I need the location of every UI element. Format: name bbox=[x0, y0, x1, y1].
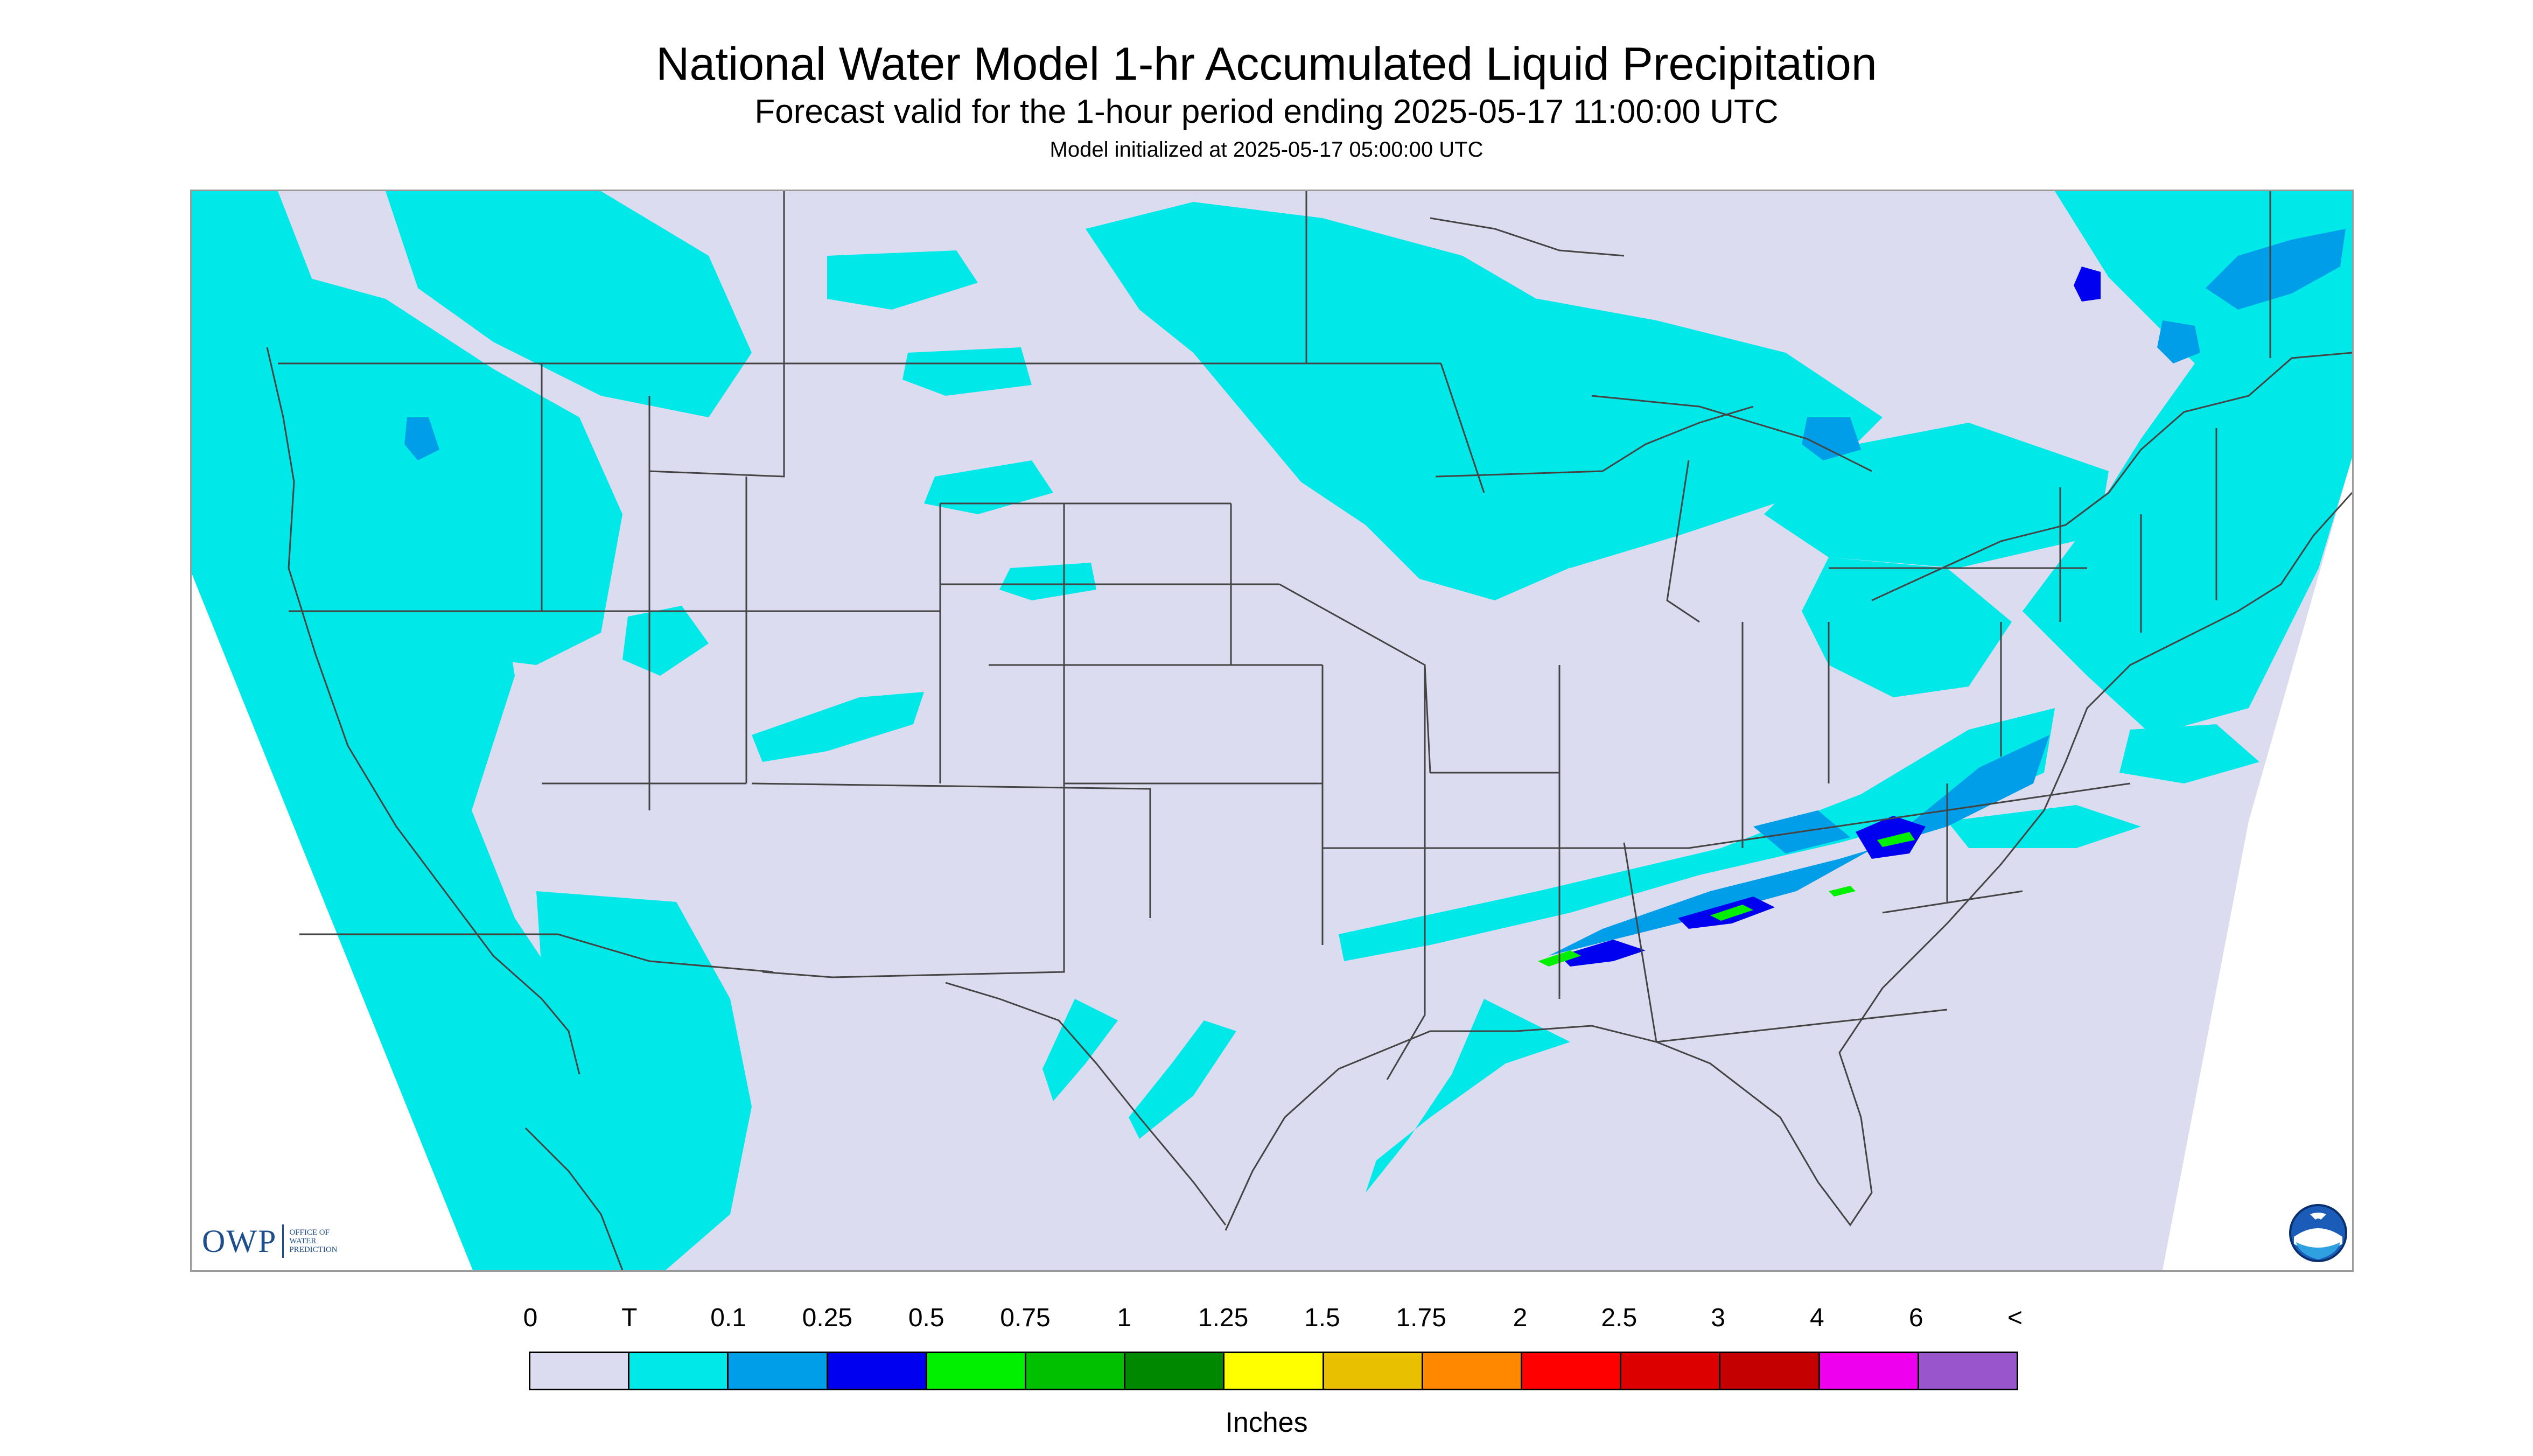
owp-sub-line: WATER bbox=[289, 1237, 317, 1245]
coastline bbox=[266, 347, 2352, 1270]
owp-sub-line: PREDICTION bbox=[289, 1245, 338, 1254]
model-init-text: Model initialized at 2025-05-17 05:00:00… bbox=[1049, 138, 1484, 162]
owp-sub-line: OFFICE OF bbox=[289, 1228, 330, 1237]
colorbar-swatch bbox=[1423, 1353, 1523, 1389]
colorbar-swatch bbox=[1621, 1353, 1721, 1389]
owp-logo-text: OWP bbox=[202, 1223, 277, 1259]
owp-logo-divider bbox=[282, 1224, 284, 1258]
map-title: National Water Model 1-hr Accumulated Li… bbox=[656, 38, 1877, 90]
colorbar-swatch bbox=[1324, 1353, 1423, 1389]
colorbar-swatch bbox=[530, 1353, 630, 1389]
colorbar-tick-label: 0.5 bbox=[908, 1304, 944, 1332]
colorbar-swatch bbox=[1026, 1353, 1126, 1389]
colorbar-units: Inches bbox=[1225, 1407, 1308, 1438]
colorbar-swatch bbox=[1522, 1353, 1622, 1389]
colorbar-tick-label: 0.1 bbox=[710, 1304, 746, 1332]
colorbar-swatch bbox=[927, 1353, 1027, 1389]
colorbar-tick-label: 1.75 bbox=[1396, 1304, 1446, 1332]
colorbar-swatch bbox=[1224, 1353, 1324, 1389]
colorbar-tick-label: 3 bbox=[1711, 1304, 1725, 1332]
map-subtitle: Forecast valid for the 1-hour period end… bbox=[754, 93, 1779, 130]
colorbar-tick-label: 0.25 bbox=[802, 1304, 853, 1332]
precip-colorbar bbox=[529, 1352, 2018, 1390]
noaa-logo-icon bbox=[2289, 1204, 2347, 1262]
map-canvas bbox=[192, 191, 2352, 1270]
trace-precip-areas bbox=[192, 191, 2352, 1270]
colorbar-swatch bbox=[1820, 1353, 1919, 1389]
colorbar-tick-label: 1.25 bbox=[1198, 1304, 1249, 1332]
colorbar-swatch bbox=[828, 1353, 927, 1389]
owp-logo: OWP OFFICE OF WATER PREDICTION bbox=[202, 1222, 338, 1260]
colorbar-tick-labels: 0 T 0.1 0.25 0.5 0.75 1 1.25 1.5 1.75 2 2.5 3 4 6 < bbox=[0, 1303, 2533, 1341]
colorbar-tick-label: 1.5 bbox=[1304, 1304, 1340, 1332]
colorbar-tick-label: 1 bbox=[1117, 1304, 1132, 1332]
owp-logo-subtext: OFFICE OF WATER PREDICTION bbox=[289, 1228, 337, 1254]
colorbar-tick-label: 4 bbox=[1810, 1304, 1824, 1332]
colorbar-swatch bbox=[1919, 1353, 2017, 1389]
colorbar-tick-label: 2 bbox=[1513, 1304, 1528, 1332]
colorbar-tick-label: 2.5 bbox=[1601, 1304, 1638, 1332]
colorbar-tick-label: T bbox=[621, 1304, 638, 1332]
state-borders bbox=[278, 191, 2352, 1226]
colorbar-tick-label: 6 bbox=[1908, 1304, 1923, 1332]
colorbar-swatch bbox=[729, 1353, 828, 1389]
colorbar-swatch bbox=[629, 1353, 729, 1389]
colorbar-swatch bbox=[1720, 1353, 1820, 1389]
colorbar-tick-label: 0.75 bbox=[1000, 1304, 1051, 1332]
colorbar-tick-label: 0 bbox=[523, 1304, 538, 1332]
precipitation-map bbox=[190, 190, 2354, 1272]
heavy-precip-areas bbox=[1538, 832, 1915, 967]
colorbar-swatch bbox=[1125, 1353, 1225, 1389]
colorbar-tick-label: < bbox=[2007, 1304, 2023, 1332]
